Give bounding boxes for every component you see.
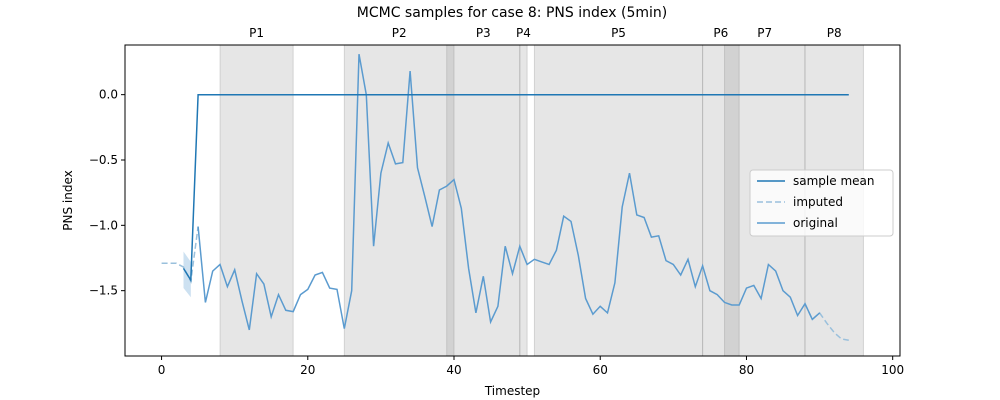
phase-label-p8: P8 (827, 26, 842, 40)
series-sample-mean-line (182, 93, 849, 283)
chart-title: MCMC samples for case 8: PNS index (5min… (357, 5, 667, 21)
phase-band-p6 (702, 45, 740, 356)
x-tick-label-40: 40 (446, 363, 461, 377)
plot-series (161, 53, 849, 342)
phase-band-p5 (534, 45, 703, 356)
legend-label-imputed: imputed (793, 195, 843, 209)
phase-band-p4 (519, 45, 528, 356)
phase-band-p2 (344, 45, 455, 356)
x-tick-label-100: 100 (881, 363, 904, 377)
plot-frame (124, 44, 901, 357)
phase-label-p7: P7 (757, 26, 772, 40)
x-tick-label-0: 0 (158, 363, 166, 377)
y-tick-label-0: −1.5 (89, 284, 118, 298)
x-tick-label-80: 80 (739, 363, 754, 377)
phase-label-p5: P5 (611, 26, 626, 40)
phase-label-p3: P3 (476, 26, 491, 40)
x-axis-label: Timestep (484, 384, 540, 398)
legend-label-original: original (793, 216, 838, 230)
x-tick-label-20: 20 (300, 363, 315, 377)
series-imputed-segment-0 (161, 226, 199, 284)
y-tick-label-2: −0.5 (89, 153, 118, 167)
phase-label-p1: P1 (249, 26, 264, 40)
series-original-line (197, 53, 821, 331)
series-imputed-segment-1 (804, 303, 849, 342)
axis-ticks: 0 20 40 60 80 100 −1.5 −1.0 −0.5 0.0 (89, 88, 904, 377)
y-axis-label: PNS index (61, 170, 75, 230)
phase-band-p1 (220, 45, 294, 356)
phase-label-p4: P4 (516, 26, 531, 40)
legend-box (749, 169, 894, 237)
legend-label-sample-mean: sample mean (793, 174, 874, 188)
y-tick-label-3: 0.0 (99, 88, 118, 102)
phase-label-p2: P2 (392, 26, 407, 40)
legend: sample mean imputed original (749, 169, 894, 237)
phase-band-p3 (446, 45, 520, 356)
y-tick-label-1: −1.0 (89, 218, 118, 232)
x-tick-label-60: 60 (593, 363, 608, 377)
phase-label-p6: P6 (713, 26, 728, 40)
